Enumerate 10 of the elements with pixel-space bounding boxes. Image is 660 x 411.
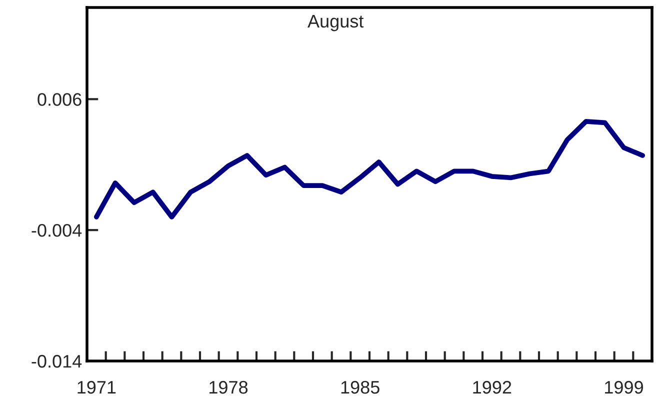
- x-tick-label: 1978: [210, 380, 248, 394]
- x-tick-label: 1992: [473, 380, 512, 394]
- line-series: [94, 118, 646, 220]
- y-tick-label: 0.006: [38, 93, 82, 106]
- x-tick-label: 1985: [341, 380, 380, 394]
- y-tick-label: -0.004: [32, 224, 82, 237]
- x-tick-label: 1971: [78, 380, 116, 394]
- y-tick-label: -0.014: [32, 354, 82, 368]
- x-tick-label: 1999: [605, 380, 643, 394]
- chart-title: August: [308, 15, 364, 32]
